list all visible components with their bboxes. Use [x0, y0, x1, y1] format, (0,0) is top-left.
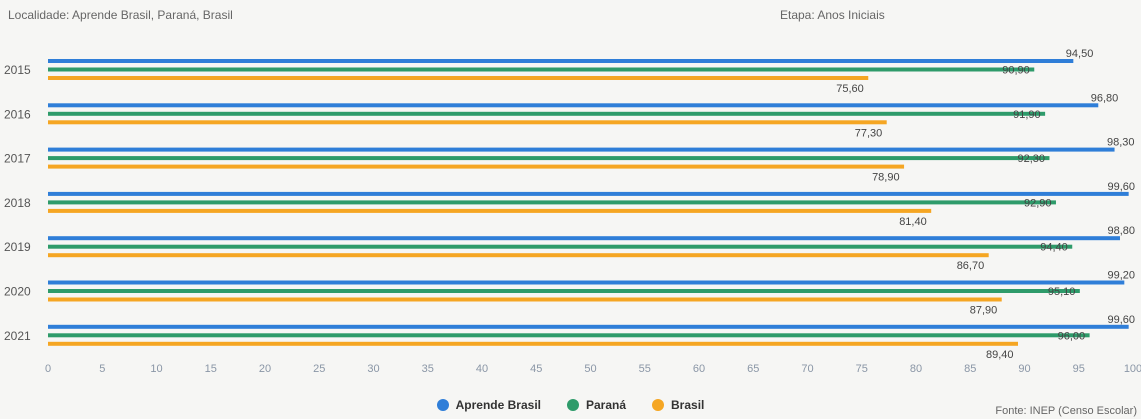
- data-label: 86,70: [957, 260, 985, 272]
- data-label: 94,50: [1066, 48, 1094, 60]
- bar-aprende-brasil-2021: [48, 324, 1129, 329]
- data-label: 98,80: [1107, 225, 1135, 237]
- data-label: 96,80: [1091, 92, 1119, 104]
- x-tick-label: 100: [1124, 363, 1141, 375]
- data-label: 77,30: [855, 127, 883, 139]
- data-label: 98,30: [1107, 137, 1135, 149]
- data-label: 90,90: [1002, 65, 1030, 77]
- bar-paran--2016: [48, 111, 1046, 116]
- bar-paran--2020: [48, 289, 1080, 293]
- x-tick-label: 40: [476, 363, 488, 375]
- x-tick-label: 25: [313, 363, 325, 375]
- x-tick-label: 5: [99, 363, 105, 375]
- data-label: 99,60: [1107, 181, 1135, 193]
- bar-chart: 0 5 10 15 20 25 30 35 40 45 50 55 60 65 70 75 80 85 90 95 10…: [4, 48, 1141, 375]
- year-label: 2018: [4, 196, 31, 210]
- bar-brasil-2021: [48, 341, 1018, 346]
- x-tick-label: 90: [1018, 363, 1030, 375]
- location-filter-label: Localidade: Aprende Brasil, Paraná, Bras…: [8, 8, 233, 22]
- legend-item[interactable]: Brasil: [652, 398, 704, 412]
- data-label: 92,90: [1024, 197, 1052, 209]
- x-tick-label: 70: [801, 363, 813, 375]
- data-label: 89,40: [986, 349, 1014, 361]
- bar-aprende-brasil-2020: [48, 280, 1125, 285]
- x-tick-label: 80: [910, 363, 922, 375]
- x-tick-label: 55: [639, 363, 651, 375]
- bar-aprende-brasil-2015: [48, 59, 1074, 63]
- year-label: 2020: [4, 285, 31, 299]
- data-label: 99,60: [1107, 314, 1135, 326]
- data-label: 91,90: [1013, 109, 1041, 121]
- legend-label: Brasil: [671, 398, 705, 412]
- bar-brasil-2016: [48, 120, 887, 125]
- year-label: 2017: [4, 152, 31, 166]
- data-label: 99,20: [1107, 270, 1135, 282]
- bar-paran--2015: [48, 67, 1035, 72]
- bar-paran--2017: [48, 156, 1050, 161]
- x-tick-label: 45: [530, 363, 542, 375]
- x-tick-label: 30: [367, 363, 379, 375]
- x-tick-label: 95: [1073, 363, 1085, 375]
- x-tick-label: 50: [584, 363, 596, 375]
- data-label: 92,30: [1017, 153, 1045, 165]
- data-label: 95,10: [1048, 286, 1076, 298]
- bar-brasil-2015: [48, 76, 869, 80]
- source-note: Fonte: INEP (Censo Escolar): [995, 405, 1137, 417]
- bar-brasil-2020: [48, 297, 1002, 302]
- legend-label: Aprende Brasil: [455, 398, 541, 412]
- legend-dot-icon: [652, 399, 665, 411]
- legend-dot-icon: [566, 399, 579, 411]
- data-label: 78,90: [872, 172, 900, 184]
- data-label: 94,40: [1040, 242, 1068, 254]
- x-tick-label: 35: [422, 363, 434, 375]
- data-label: 96,00: [1058, 330, 1086, 342]
- bar-brasil-2017: [48, 164, 905, 169]
- legend-item[interactable]: Aprende Brasil: [436, 398, 541, 412]
- year-label: 2021: [4, 329, 31, 343]
- x-tick-label: 60: [693, 363, 705, 375]
- x-tick-label: 65: [747, 363, 759, 375]
- legend-label: Paraná: [585, 398, 627, 412]
- data-label: 87,90: [970, 305, 998, 317]
- bar-paran--2021: [48, 333, 1090, 338]
- x-tick-label: 85: [964, 363, 976, 375]
- bar-brasil-2019: [48, 253, 989, 258]
- x-tick-label: 0: [45, 363, 51, 375]
- bar-paran--2018: [48, 200, 1056, 205]
- year-label: 2019: [4, 240, 31, 254]
- bar-aprende-brasil-2016: [48, 103, 1099, 108]
- x-tick-label: 75: [856, 363, 868, 375]
- year-label: 2016: [4, 107, 31, 121]
- x-tick-label: 15: [205, 363, 217, 375]
- bar-aprende-brasil-2019: [48, 236, 1120, 241]
- stage-filter-label: Etapa: Anos Iniciais: [780, 8, 885, 22]
- chart-legend: Aprende Brasil Paraná Brasil: [0, 398, 1141, 412]
- legend-dot-icon: [436, 399, 449, 411]
- x-tick-label: 10: [150, 363, 162, 375]
- data-label: 75,60: [836, 83, 864, 95]
- bar-brasil-2018: [48, 208, 932, 213]
- data-label: 81,40: [899, 216, 927, 228]
- bar-paran--2019: [48, 244, 1073, 249]
- legend-item[interactable]: Paraná: [566, 398, 627, 412]
- bar-aprende-brasil-2017: [48, 147, 1115, 152]
- x-tick-label: 20: [259, 363, 271, 375]
- year-label: 2015: [4, 63, 31, 77]
- bar-aprende-brasil-2018: [48, 191, 1129, 196]
